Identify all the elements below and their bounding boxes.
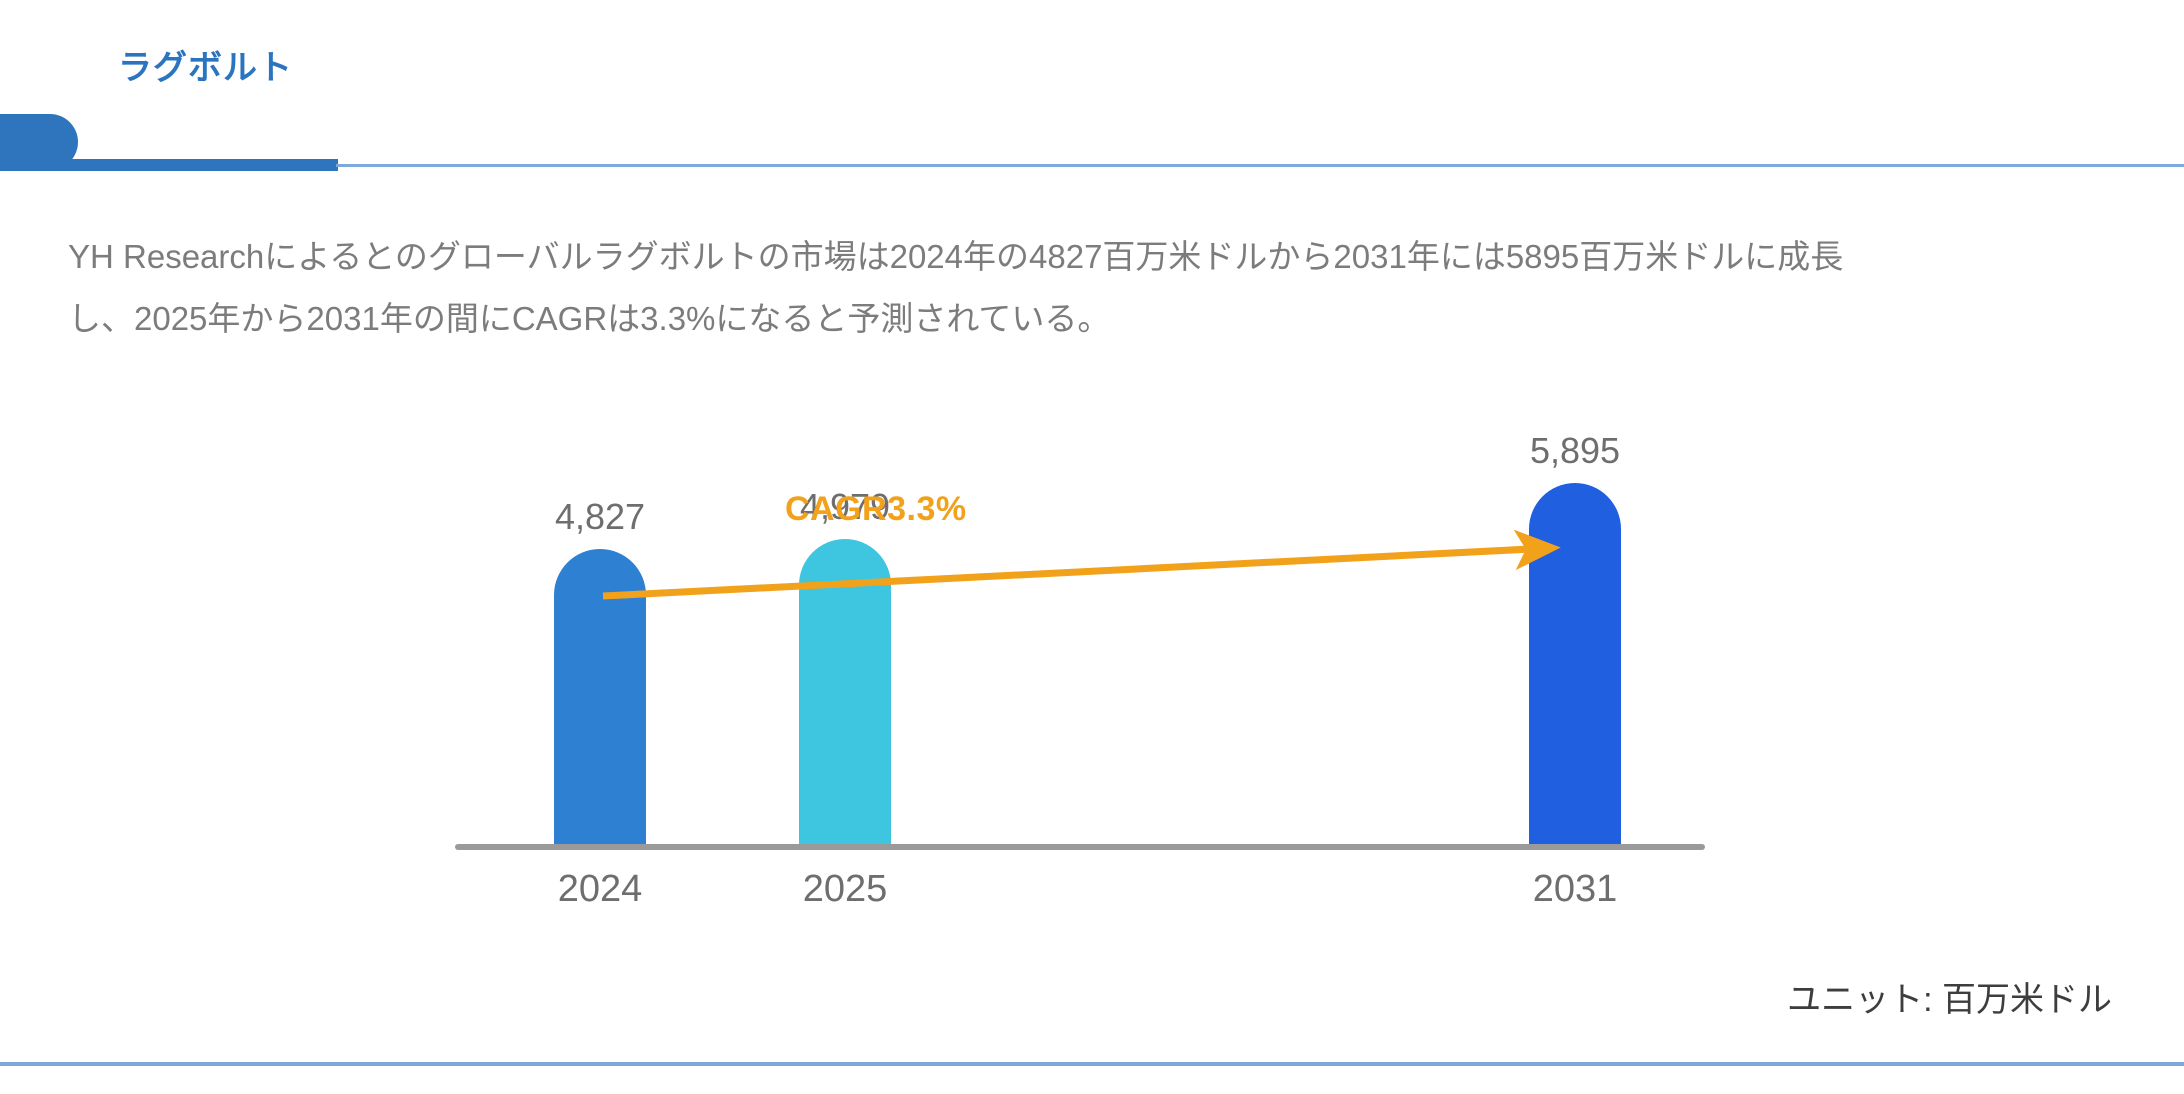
chart-plot-area: 4,827 4,979 5,895 CAGR3.3% — [455, 430, 1705, 850]
bar-2025[interactable] — [799, 539, 891, 847]
x-axis-tick-2024: 2024 — [557, 868, 643, 910]
slide-header: ラグボルト — [0, 0, 2184, 180]
summary-paragraph: YH Researchによるとのグローバルラグボルトの市場は2024年の4827… — [68, 226, 2128, 350]
footer-rule — [0, 1062, 2184, 1066]
cagr-annotation-label: CAGR3.3% — [785, 490, 967, 528]
x-axis-line — [455, 844, 1705, 850]
chart-unit-note: ユニット: 百万米ドル — [1787, 981, 2112, 1019]
page-title: ラグボルト — [118, 49, 293, 87]
bar-value-label: 5,895 — [1529, 430, 1621, 471]
bar-2031[interactable] — [1529, 483, 1621, 847]
header-rule-thin — [336, 164, 2184, 167]
summary-paragraph-line-2: し、2025年から2031年の間にCAGRは3.3%になると予測されている。 — [68, 300, 1111, 337]
x-axis-tick-2025: 2025 — [802, 868, 888, 910]
market-size-bar-chart: 4,827 4,979 5,895 CAGR3.3% 2024 2025 203… — [0, 430, 2184, 950]
summary-paragraph-line-1: YH Researchによるとのグローバルラグボルトの市場は2024年の4827… — [68, 238, 1844, 275]
bar-value-label: 4,827 — [554, 496, 646, 537]
bar-2024[interactable] — [554, 549, 646, 847]
x-axis-tick-2031: 2031 — [1532, 868, 1618, 910]
header-rule-thick — [0, 159, 338, 171]
bar-value-label: 4,979 — [799, 486, 891, 527]
